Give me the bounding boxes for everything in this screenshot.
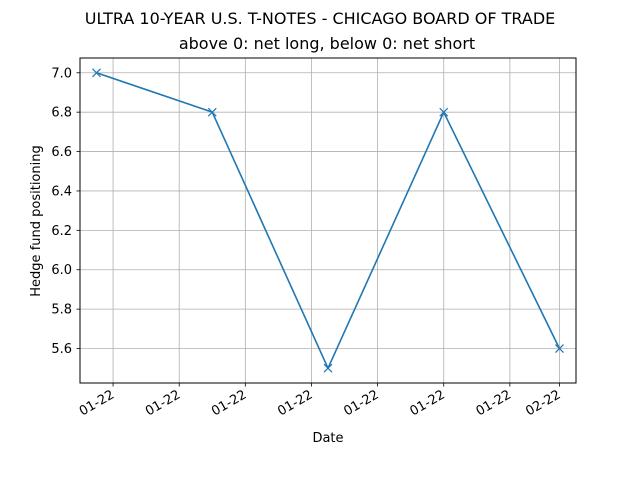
data-point-marker [323, 363, 333, 373]
x-tick-label: 01-22 [275, 387, 315, 419]
chart-subtitle: above 0: net long, below 0: net short [179, 34, 475, 53]
x-tick-label: 01-22 [77, 387, 117, 419]
x-axis: 01-22 01-22 01-22 01-22 01-22 01-22 01-22 02-22 [77, 383, 563, 419]
data-point-marker [207, 107, 217, 117]
y-tick-label: 6.4 [51, 184, 72, 199]
y-tick-label: 6.2 [51, 224, 72, 239]
plot-frame [79, 57, 577, 384]
chart-title: ULTRA 10-YEAR U.S. T-NOTES - CHICAGO BOA… [85, 9, 556, 28]
y-axis: 5.6 5.8 6.0 6.2 6.4 6.6 6.8 7.0 [51, 66, 80, 357]
y-tick-label: 5.8 [51, 303, 72, 318]
y-tick-label: 6.8 [51, 106, 72, 121]
data-point-marker [92, 68, 101, 78]
grid-layer [80, 58, 576, 383]
x-tick-label: 01-22 [341, 387, 381, 419]
data-point-marker [555, 344, 564, 353]
y-tick-label: 6.0 [51, 263, 72, 278]
x-axis-label: Date [312, 431, 343, 446]
series-layer [92, 68, 564, 373]
series-line [95, 71, 561, 370]
y-axis-label: Hedge fund positioning [29, 145, 44, 296]
x-tick-label: 02-22 [523, 387, 563, 419]
y-tick-label: 7.0 [51, 66, 72, 81]
x-tick-label: 01-22 [474, 387, 514, 419]
y-tick-label: 6.6 [51, 145, 72, 160]
x-tick-label: 01-22 [143, 387, 183, 419]
x-tick-label: 01-22 [209, 387, 249, 419]
x-tick-label: 01-22 [408, 387, 448, 419]
data-point-marker [439, 107, 449, 117]
y-tick-label: 5.6 [51, 342, 72, 357]
